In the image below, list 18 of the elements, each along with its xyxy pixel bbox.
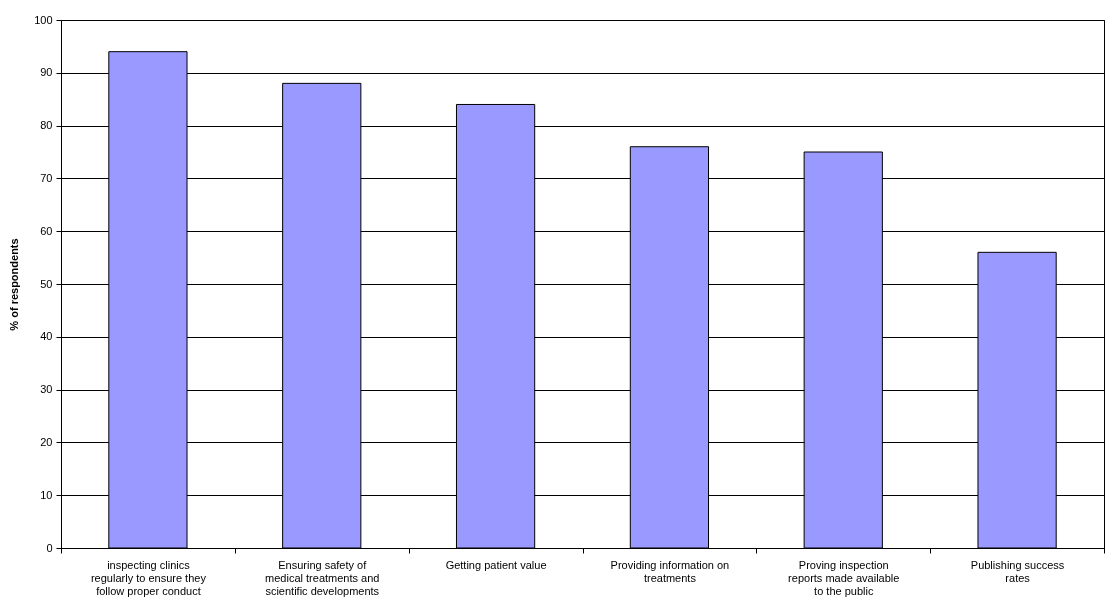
x-tick-label: Providing information on treatments [610,558,730,584]
y-tick-label: 20 [40,435,53,448]
x-tick-label: Ensuring safety of medical treatments and scientific developments [265,558,380,597]
y-tick-label: 40 [40,330,53,343]
x-tick-label: Proving inspection reports made available to the public [788,558,900,597]
x-tick-label: Getting patient value [445,558,547,571]
y-axis-title: % of respondents [8,238,21,331]
y-tick-label: 60 [40,224,53,237]
x-tick-label: Publishing success rates [970,558,1065,584]
y-tick-label: 90 [40,66,53,79]
x-tick-label: inspecting clinics regularly to ensure they follow proper conduct [90,558,207,597]
y-tick-label: 50 [40,277,53,290]
y-tick-label: 0 [46,541,53,554]
y-tick-label: 10 [40,488,53,501]
y-tick-label: 80 [40,119,53,132]
y-tick-label: 30 [40,383,53,396]
y-tick-label: 70 [40,171,53,184]
y-tick-label: 100 [34,13,53,26]
